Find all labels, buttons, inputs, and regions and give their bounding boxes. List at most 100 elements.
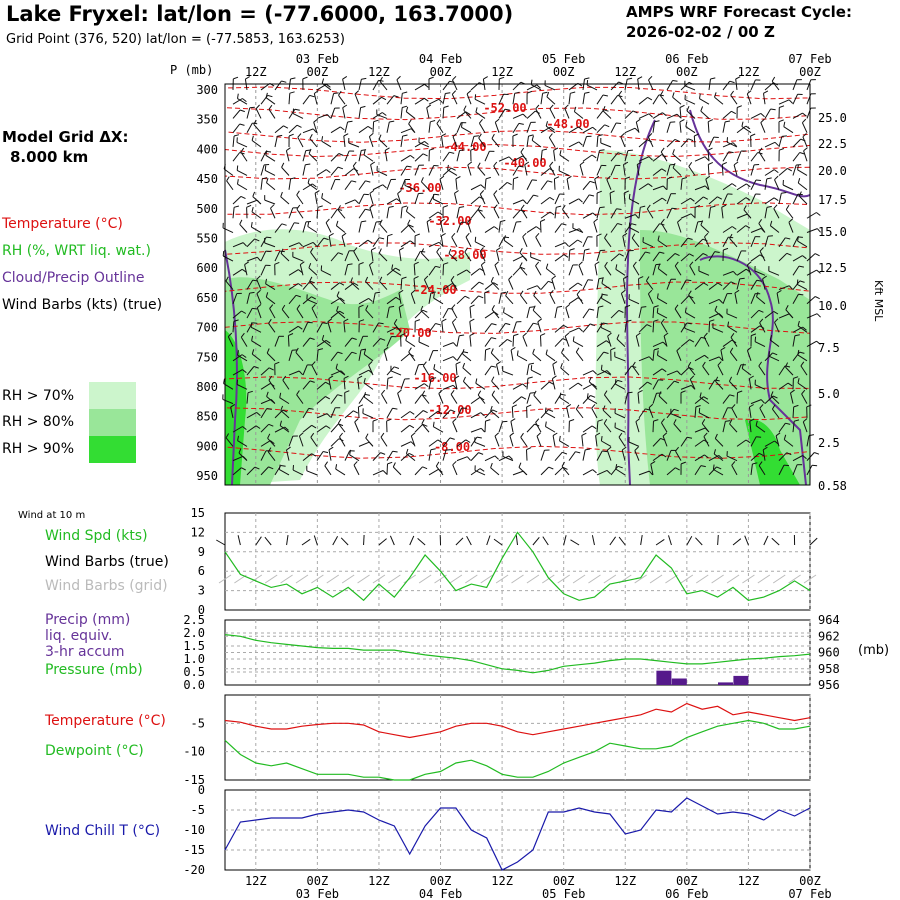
wind-barb — [764, 197, 775, 205]
wind-barb-flag — [679, 119, 685, 123]
wind-barb-flag — [617, 465, 623, 469]
wind-barb — [568, 198, 579, 205]
wind-barb-flag — [601, 293, 603, 299]
true-barb-23 — [570, 539, 580, 546]
wind-barb — [708, 196, 718, 205]
wind-barb — [330, 394, 338, 404]
wind-barb-flag — [714, 251, 720, 253]
wind-barb — [349, 454, 360, 462]
wind-barb — [381, 393, 388, 404]
grid-barb-4 — [280, 574, 293, 584]
wind-barb — [773, 208, 780, 219]
wind-barb — [442, 384, 454, 390]
wind-barb-flag — [450, 389, 455, 395]
wind-barb-flag — [685, 121, 688, 127]
wind-barb — [526, 322, 534, 333]
wind-barb — [484, 150, 490, 162]
wind-barb — [554, 254, 565, 262]
true-barb-2 — [255, 536, 262, 546]
wind-barb — [520, 437, 528, 447]
wind-barb — [582, 383, 593, 390]
wind-barb-flag — [584, 77, 590, 80]
wind-barb-flag — [667, 176, 673, 180]
wind-barb — [299, 264, 304, 276]
wind-barb-flag — [365, 208, 371, 211]
wind-barb-flag — [604, 233, 608, 239]
wind-barb — [698, 412, 710, 419]
wind-barb-flag — [342, 104, 348, 109]
wind-barb — [260, 450, 267, 461]
wind-barb-flag — [602, 450, 608, 453]
wind-barb-flag — [409, 240, 415, 245]
wind-barb — [610, 95, 618, 105]
wind-barbs-true-label: Wind Barbs (true) — [45, 554, 169, 570]
wind-barb-flag — [242, 426, 247, 430]
wind-barb-flag — [342, 75, 348, 80]
bottom-hour-tick-2: 12Z — [368, 874, 390, 888]
wind-barb — [540, 211, 551, 219]
wind-barb — [302, 150, 307, 162]
wind-barb-flag — [326, 114, 331, 119]
wind-barb — [498, 108, 506, 119]
wind-barb — [526, 449, 528, 461]
wind-barb-flag — [648, 75, 653, 81]
wind-barb — [634, 450, 640, 461]
wind-barb-flag — [343, 318, 349, 322]
wind-barb-flag — [578, 198, 583, 203]
wind-barb-flag — [623, 161, 629, 166]
wind-barb-flag — [395, 267, 401, 271]
legend-rh80-swatch — [89, 409, 136, 436]
wind-barb — [792, 79, 798, 91]
wind-barb-flag — [296, 124, 302, 128]
wind-barb — [502, 370, 514, 376]
wind-barb — [694, 282, 705, 290]
wind-barb — [397, 393, 402, 404]
wind-barb — [438, 393, 444, 404]
wind-barb — [792, 255, 803, 262]
wind-barb — [524, 164, 528, 176]
wind-barb-flag — [270, 204, 275, 209]
true-barb-4 — [286, 535, 289, 546]
wind-barb-flag — [376, 221, 382, 223]
wind-barb-flag — [369, 132, 374, 137]
precip-label-1: Precip (mm) — [45, 612, 131, 628]
wind-barb — [582, 136, 587, 148]
wind-barb-flag — [601, 278, 604, 284]
wind-barb — [386, 267, 396, 276]
wind-barb-flag — [264, 165, 267, 171]
wind-barb-flag — [280, 465, 286, 467]
wind-barb-flag — [426, 218, 432, 223]
wind-barb-flag — [816, 228, 821, 233]
wind-barb-flag — [298, 370, 303, 376]
wind-barb-flag — [322, 451, 329, 454]
wind-barb — [274, 336, 280, 347]
wind-barb-flag — [353, 461, 358, 466]
kft-tick-8: 5.0 — [818, 387, 840, 401]
wind-barb-flag — [284, 426, 289, 431]
temp-contour-label-11: -8.00 — [434, 440, 470, 454]
wind-barb-flag — [631, 233, 636, 239]
wind-barb-flag — [797, 320, 800, 326]
wind-barb — [731, 465, 738, 476]
wind-barb — [770, 395, 780, 404]
wind-barb — [287, 335, 290, 347]
wind-barb-flag — [269, 304, 274, 309]
wind-barb-flag — [479, 118, 483, 124]
wind-barb-flag — [268, 104, 273, 110]
wind-barb-flag — [337, 351, 343, 355]
wind-barb — [722, 151, 730, 162]
wind-barb — [601, 297, 612, 305]
wind-barb — [330, 351, 339, 362]
wind-barb — [746, 264, 752, 276]
wind-barb-flag — [540, 219, 546, 222]
wind-barb-flag — [241, 310, 247, 314]
wind-barb — [540, 280, 549, 290]
wind-barb — [778, 285, 790, 291]
wind-barb-flag — [802, 112, 807, 117]
wind-barb — [624, 110, 634, 119]
wind-barb — [554, 466, 564, 476]
wind-barb — [776, 292, 780, 304]
wind-barb-flag — [526, 447, 532, 451]
wind-barb-flag — [437, 439, 443, 444]
wind-barb — [260, 367, 270, 376]
